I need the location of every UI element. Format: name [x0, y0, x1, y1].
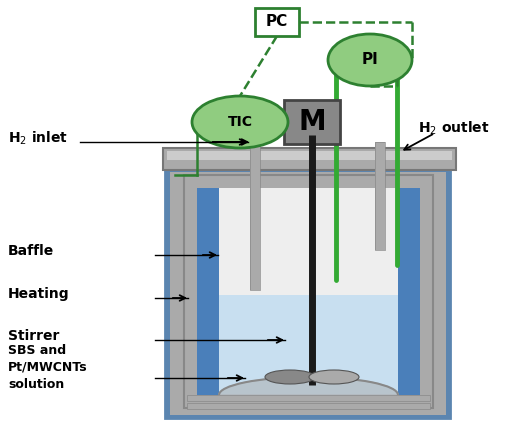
Text: SBS and
Pt/MWCNTs
solution: SBS and Pt/MWCNTs solution	[8, 343, 88, 391]
Bar	[249, 142, 260, 290]
Bar	[249, 142, 260, 290]
Bar	[218, 188, 397, 395]
Text: H$_2$ inlet: H$_2$ inlet	[8, 130, 68, 147]
Bar	[374, 142, 384, 250]
Bar	[196, 188, 218, 395]
Bar	[187, 403, 429, 409]
Polygon shape	[218, 377, 397, 395]
Bar	[165, 168, 449, 418]
Text: Stirrer: Stirrer	[8, 329, 59, 343]
Text: PI: PI	[361, 52, 378, 67]
Text: Baffle: Baffle	[8, 244, 54, 258]
Bar	[163, 148, 455, 170]
Bar	[184, 175, 432, 408]
Bar	[397, 188, 419, 395]
Text: PC: PC	[265, 14, 288, 29]
Bar	[166, 151, 451, 160]
Bar	[374, 142, 384, 250]
Text: Heating: Heating	[8, 287, 70, 301]
Bar	[218, 295, 397, 395]
Text: H$_2$ outlet: H$_2$ outlet	[417, 119, 489, 137]
Text: M: M	[298, 108, 325, 136]
Bar	[284, 100, 340, 144]
Ellipse shape	[308, 370, 358, 384]
Polygon shape	[218, 377, 397, 395]
Bar	[187, 395, 429, 401]
Text: TIC: TIC	[227, 115, 252, 129]
Ellipse shape	[191, 96, 288, 148]
Ellipse shape	[265, 370, 315, 384]
Bar	[254, 8, 298, 36]
Bar	[169, 172, 445, 415]
Ellipse shape	[327, 34, 411, 86]
